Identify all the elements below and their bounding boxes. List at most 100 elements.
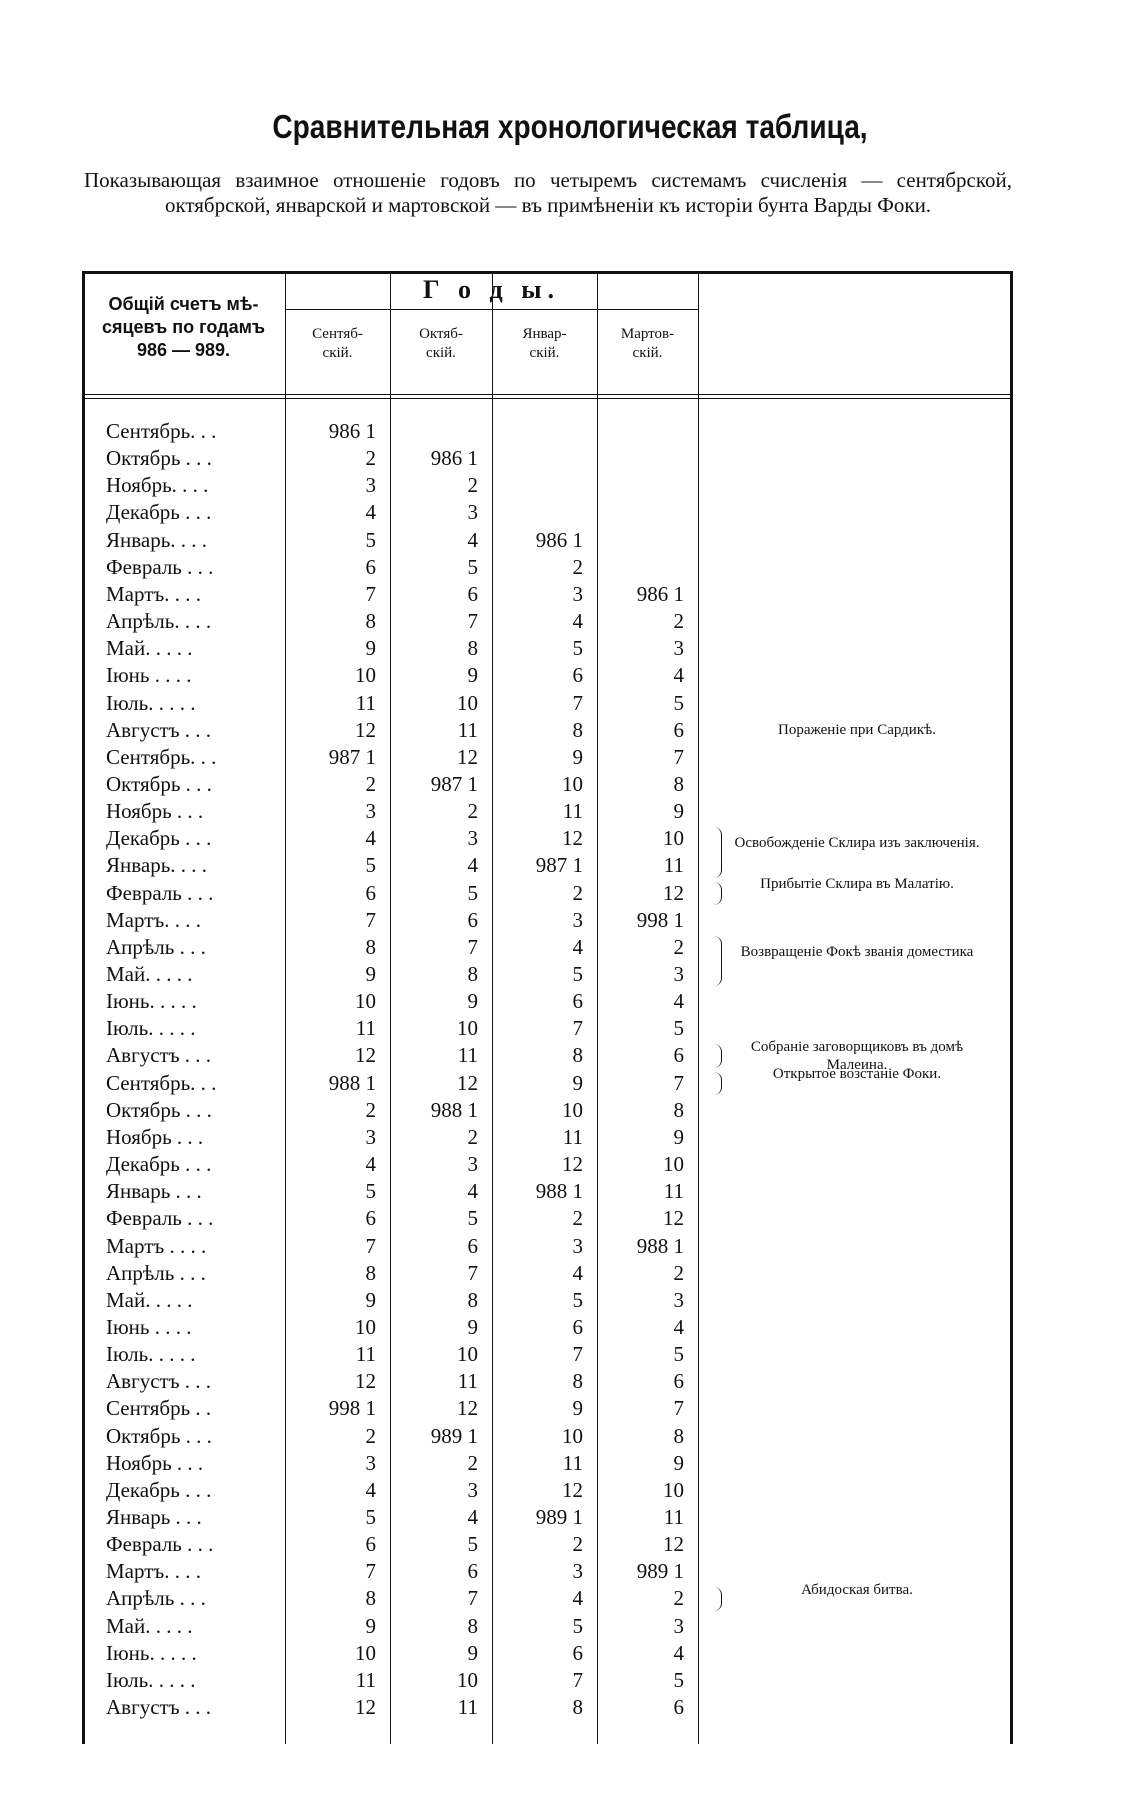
year-cell: 986 1 <box>636 581 684 606</box>
year-cell: 2 <box>572 554 584 579</box>
year-cell: 10 <box>663 1477 684 1502</box>
year-cell: 988 1 <box>430 1097 478 1122</box>
year-cell: 6 <box>365 880 377 905</box>
year-cell: 3 <box>572 1233 584 1258</box>
year-cell: 7 <box>365 1559 377 1584</box>
month: Декабрь . . . <box>106 1477 212 1502</box>
year-cell: 998 1 <box>636 907 684 932</box>
year-cell: 7 <box>467 934 479 959</box>
year-cell: 6 <box>467 907 479 932</box>
year-cell: 988 1 <box>535 1179 583 1204</box>
year-cell: 8 <box>572 1695 584 1720</box>
year-cell: 4 <box>365 826 377 851</box>
year-cell: 5 <box>467 1206 479 1231</box>
year-cell: 9 <box>673 1124 685 1149</box>
year-cell: 8 <box>365 1260 377 1285</box>
year-cell: 2 <box>673 934 685 959</box>
year-cell: 2 <box>673 1260 685 1285</box>
year-cell: 988 1 <box>328 1070 376 1095</box>
year-cell: 8 <box>365 609 377 634</box>
month: Сентябрь. . . <box>106 744 217 769</box>
month: Ноябрь . . . <box>106 1450 204 1475</box>
year-cell: 5 <box>467 1532 479 1557</box>
year-cell: 12 <box>663 1206 684 1231</box>
year-cell: 989 1 <box>430 1423 478 1448</box>
year-cell: 6 <box>572 1314 584 1339</box>
year-cell: 5 <box>572 962 584 986</box>
month: Мартъ. . . . <box>106 581 202 606</box>
year-cell: 5 <box>365 1505 377 1529</box>
rule <box>597 271 598 1744</box>
year-cell: 9 <box>673 799 685 824</box>
year-cell: 989 1 <box>636 1559 684 1584</box>
year-cell: 3 <box>673 636 685 661</box>
year-cell: 7 <box>365 581 377 606</box>
year-cell: 12 <box>355 717 376 742</box>
rule <box>82 394 1010 395</box>
year-cell: 9 <box>467 1640 479 1665</box>
year-cell: 5 <box>572 1613 584 1638</box>
year-cell: 12 <box>562 826 583 851</box>
year-cell: 4 <box>673 663 685 688</box>
month: Апрѣль . . . <box>106 1260 206 1285</box>
year-cell: 986 1 <box>328 419 376 443</box>
year-cell: 11 <box>355 1667 376 1692</box>
brace <box>714 1587 722 1611</box>
column-header: Январ- скій. <box>522 326 567 361</box>
rule <box>82 398 1010 399</box>
year-cell: 11 <box>457 717 478 742</box>
month: Сентябрь. . . <box>106 1070 217 1095</box>
year-cell: 5 <box>673 690 685 715</box>
month: Іюль. . . . . <box>106 1667 196 1692</box>
year-cell: 4 <box>572 934 584 959</box>
year-cell: 6 <box>673 1043 685 1068</box>
year-cell: 8 <box>365 1586 377 1611</box>
rule <box>285 309 698 310</box>
column-header: Октяб- скій. <box>419 326 463 361</box>
brace <box>714 935 722 987</box>
year-cell: 6 <box>467 581 479 606</box>
year-cell: 9 <box>467 989 479 1014</box>
year-cell: 8 <box>673 1097 685 1122</box>
month: Мартъ. . . . <box>106 1559 202 1584</box>
year-cell: 7 <box>572 1016 584 1041</box>
year-cell: 8 <box>572 1369 584 1394</box>
year-cell: 9 <box>365 1287 377 1312</box>
year-cell: 5 <box>467 554 479 579</box>
year-cell: 987 1 <box>328 744 376 769</box>
year-cell: 2 <box>572 880 584 905</box>
note: Возвращеніе Фокѣ званія доместика <box>740 944 974 960</box>
column-header: Мартов- скій. <box>620 326 675 361</box>
year-cell: 4 <box>673 1314 685 1339</box>
year-cell: 11 <box>562 1124 583 1149</box>
year-cell: 986 1 <box>535 527 583 552</box>
month: Мартъ. . . . <box>106 907 202 932</box>
year-cell: 2 <box>673 1586 685 1611</box>
year-cell: 4 <box>572 1260 584 1285</box>
year-cell: 7 <box>572 690 584 715</box>
year-cell: 9 <box>572 1070 584 1095</box>
year-cell: 6 <box>365 554 377 579</box>
year-cell: 4 <box>467 1179 479 1204</box>
year-cell: 5 <box>673 1667 685 1692</box>
year-cell: 8 <box>365 934 377 959</box>
year-cell: 5 <box>572 1287 584 1312</box>
year-cell: 12 <box>355 1369 376 1394</box>
year-cell: 10 <box>663 1152 684 1177</box>
year-cell: 987 1 <box>535 853 583 878</box>
title: Сравнительная хронологическая таблица, <box>272 108 868 145</box>
year-cell: 2 <box>572 1206 584 1231</box>
year-cell: 11 <box>355 1342 376 1367</box>
year-cell: 6 <box>467 1559 479 1584</box>
rule <box>285 271 286 1744</box>
year-cell: 2 <box>673 609 685 634</box>
note: Абидоская битва. <box>801 1582 913 1599</box>
month: Январь . . . <box>106 1179 202 1204</box>
note: Освобожденіе Склира изъ заключенія. <box>734 835 980 852</box>
column-header: Общій счетъ мѣ- сяцевъ по годамъ 986 — 9… <box>101 294 266 360</box>
rule <box>492 271 493 1744</box>
year-cell: 3 <box>467 1477 479 1502</box>
year-cell: 7 <box>673 1396 685 1421</box>
year-cell: 12 <box>355 1043 376 1068</box>
